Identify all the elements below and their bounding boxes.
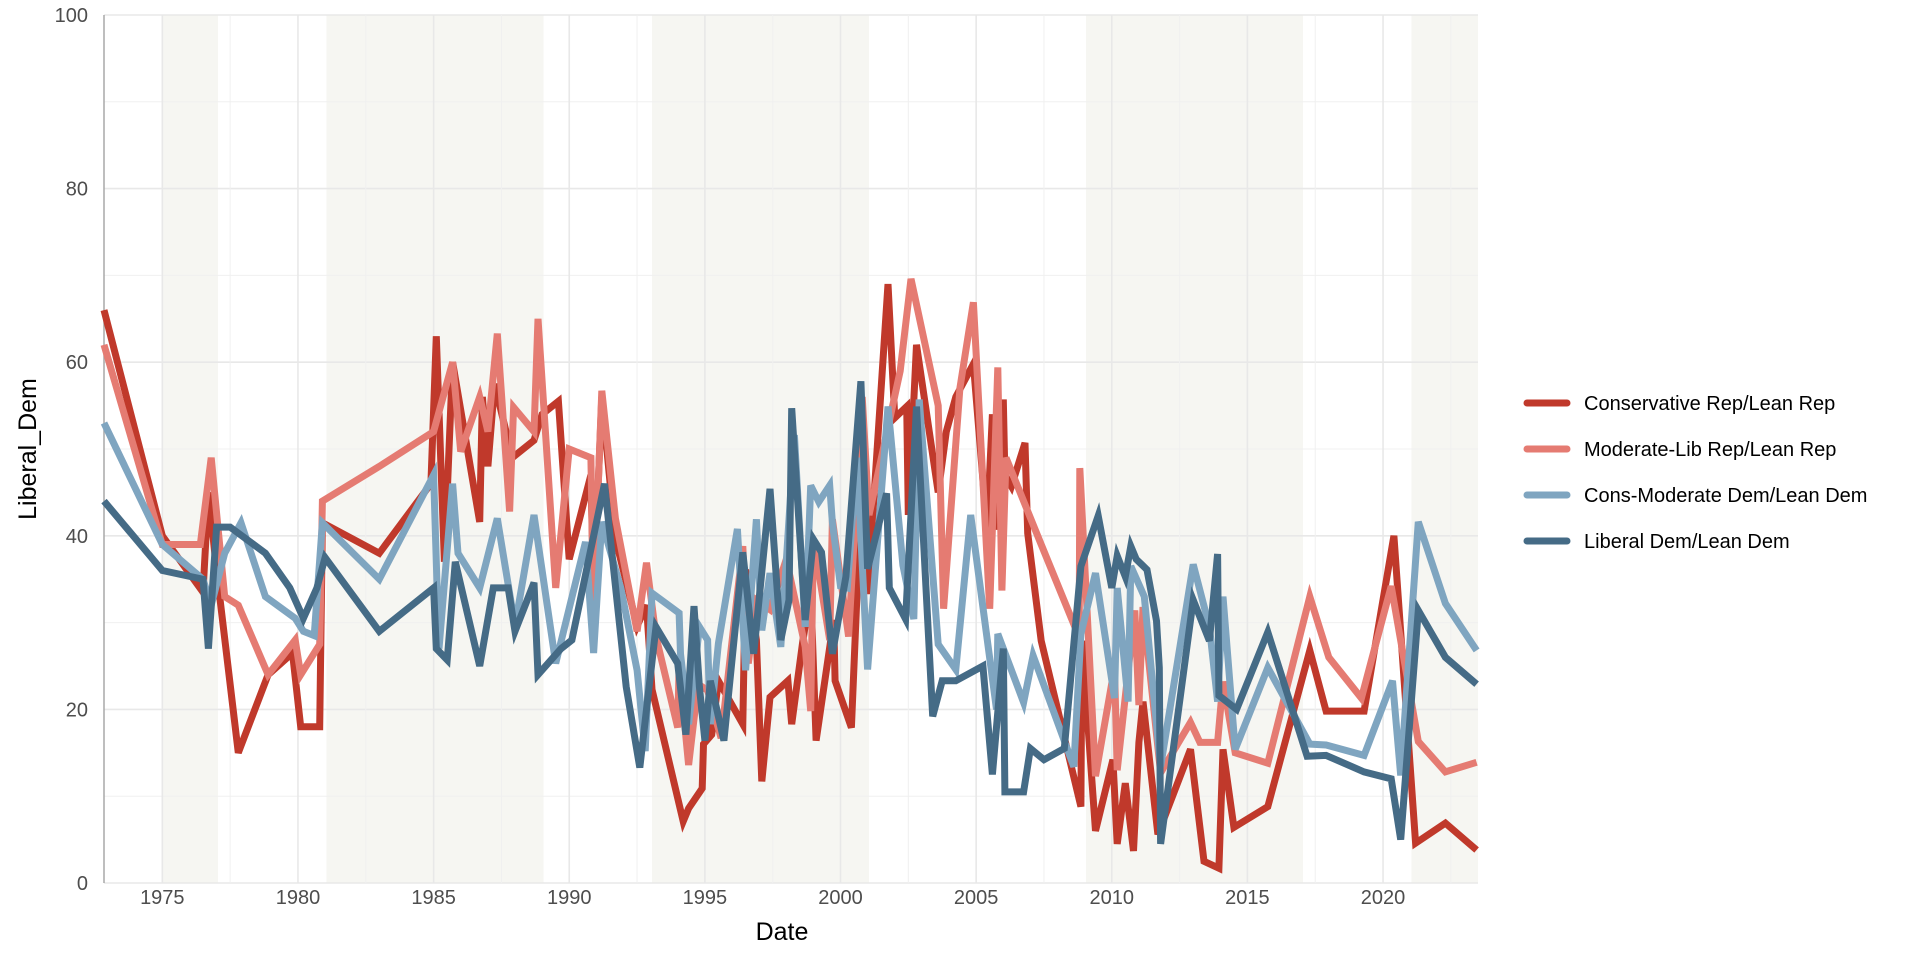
y-axis-ticks: 0 20 40 60 80 100 <box>55 5 88 895</box>
legend: Conservative Rep/Lean Rep Moderate-Lib Re… <box>1523 393 1867 553</box>
y-tick-label: 100 <box>55 5 88 27</box>
x-tick-label: 1975 <box>140 887 185 909</box>
x-tick-label: 1990 <box>547 887 592 909</box>
legend-label: Cons-Moderate Dem/Lean Dem <box>1584 485 1867 507</box>
x-axis-title: Date <box>756 918 809 946</box>
legend-label: Moderate-Lib Rep/Lean Rep <box>1584 439 1836 461</box>
x-tick-label: 2005 <box>954 887 999 909</box>
y-tick-label: 60 <box>66 352 88 374</box>
legend-item: Conservative Rep/Lean Rep <box>1523 393 1835 415</box>
series-lines <box>100 278 1480 874</box>
x-tick-label: 2015 <box>1225 887 1270 909</box>
x-tick-label: 1995 <box>683 887 728 909</box>
x-tick-label: 2020 <box>1361 887 1406 909</box>
legend-label: Liberal Dem/Lean Dem <box>1584 531 1790 553</box>
x-axis-ticks: 1975 1980 1985 1990 1995 2000 2005 2010 2015 2020 <box>140 887 1405 909</box>
x-tick-label: 2010 <box>1090 887 1135 909</box>
y-tick-label: 20 <box>66 699 88 721</box>
legend-label: Conservative Rep/Lean Rep <box>1584 393 1835 415</box>
y-tick-label: 0 <box>77 873 88 895</box>
y-tick-label: 80 <box>66 179 88 201</box>
x-tick-label: 2000 <box>818 887 863 909</box>
y-axis-title: Liberal_Dem <box>14 378 42 520</box>
legend-item: Moderate-Lib Rep/Lean Rep <box>1523 439 1836 461</box>
x-tick-label: 1985 <box>411 887 456 909</box>
x-tick-label: 1980 <box>276 887 321 909</box>
legend-item: Liberal Dem/Lean Dem <box>1523 531 1790 553</box>
series-line-3 <box>101 381 1479 845</box>
legend-item: Cons-Moderate Dem/Lean Dem <box>1523 485 1867 507</box>
y-tick-label: 40 <box>66 526 88 548</box>
